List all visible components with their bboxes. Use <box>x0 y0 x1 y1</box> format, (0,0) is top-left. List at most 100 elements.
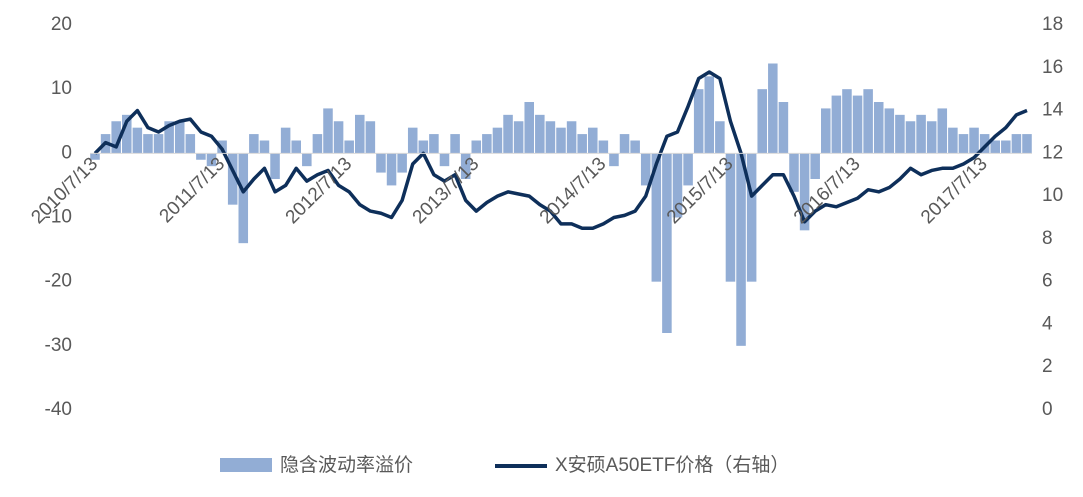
y-tick-label: -30 <box>45 335 72 356</box>
bar <box>376 153 386 173</box>
bar <box>884 108 895 154</box>
y-tick-label: -40 <box>45 399 72 420</box>
bar <box>577 134 587 154</box>
bar <box>164 121 174 154</box>
bar <box>333 121 344 154</box>
bar <box>873 102 884 154</box>
y2-tick-label: 12 <box>1042 142 1063 163</box>
bar <box>821 108 831 154</box>
bar <box>979 134 990 154</box>
bar <box>482 134 492 154</box>
bar <box>1022 134 1032 154</box>
bar <box>249 134 259 154</box>
bar <box>386 153 397 186</box>
bar <box>831 95 842 154</box>
bar <box>895 114 905 154</box>
bar <box>799 153 810 231</box>
bar <box>990 140 1000 154</box>
price-line <box>93 70 1028 230</box>
bar <box>1001 140 1011 154</box>
bar <box>693 89 704 154</box>
y2-tick-label: 16 <box>1042 57 1063 78</box>
bar <box>185 134 196 154</box>
bar <box>937 108 948 154</box>
y-tick-label: -20 <box>45 271 72 292</box>
bar <box>153 134 164 154</box>
legend-label: 隐含波动率溢价 <box>280 454 413 476</box>
bar <box>916 114 926 154</box>
bar <box>450 134 460 154</box>
bar <box>863 89 873 154</box>
bar <box>810 153 820 179</box>
bar <box>344 140 354 154</box>
bar <box>535 114 545 154</box>
bar <box>640 153 651 186</box>
bar <box>397 153 407 173</box>
bar <box>122 114 132 154</box>
bar <box>588 127 598 154</box>
bar <box>715 121 725 154</box>
bar <box>958 134 969 154</box>
bar <box>492 127 503 154</box>
bar <box>524 102 534 154</box>
bar <box>926 121 937 154</box>
bar <box>651 153 662 282</box>
bar <box>905 121 916 154</box>
y2-tick-label: 0 <box>1042 399 1053 420</box>
bar <box>609 153 619 167</box>
bar <box>238 153 249 244</box>
y-tick-label: 0 <box>61 142 72 163</box>
bar <box>174 121 185 154</box>
bar <box>460 153 471 179</box>
y2-tick-label: 10 <box>1042 185 1063 206</box>
bar <box>757 89 767 154</box>
bar <box>270 153 280 179</box>
bar <box>227 153 238 205</box>
y2-tick-label: 14 <box>1042 100 1064 121</box>
legend-swatch-bar <box>220 458 272 472</box>
bar <box>630 140 640 154</box>
x-tick-label: 2011/7/13 <box>156 154 230 228</box>
bar <box>503 114 513 154</box>
bar <box>418 140 429 154</box>
y-tick-label: -10 <box>45 207 72 228</box>
bar <box>969 127 979 154</box>
bar <box>429 134 439 154</box>
bar <box>111 121 121 154</box>
bar <box>725 153 736 282</box>
bar <box>259 140 270 154</box>
bar <box>312 134 323 154</box>
y2-tick-label: 8 <box>1042 228 1053 249</box>
x-tick-label: 2014/7/13 <box>536 154 611 229</box>
bar <box>1011 134 1022 154</box>
bar <box>132 127 143 154</box>
bar <box>556 127 566 154</box>
y2-tick-label: 18 <box>1042 14 1063 35</box>
bar <box>196 153 206 160</box>
bar <box>948 127 958 154</box>
bar <box>90 153 100 160</box>
bar <box>598 140 609 154</box>
bar <box>619 134 630 154</box>
bar <box>672 153 683 218</box>
bar <box>280 127 291 154</box>
y-tick-label: 10 <box>51 78 72 99</box>
bar <box>852 95 863 154</box>
bar <box>683 153 693 186</box>
y2-tick-label: 4 <box>1042 313 1053 334</box>
bar <box>323 108 333 154</box>
bar <box>704 76 715 154</box>
bar <box>407 127 418 154</box>
bar <box>513 121 524 154</box>
bar <box>566 121 577 154</box>
bar <box>545 121 556 154</box>
legend-label: X安硕A50ETF价格（右轴） <box>555 454 789 476</box>
x-tick-label: 2017/7/13 <box>917 154 992 229</box>
bar <box>206 153 217 167</box>
bar <box>471 140 482 154</box>
bar <box>355 114 365 154</box>
bar <box>439 153 450 167</box>
bar <box>746 153 757 282</box>
bar <box>736 153 746 346</box>
